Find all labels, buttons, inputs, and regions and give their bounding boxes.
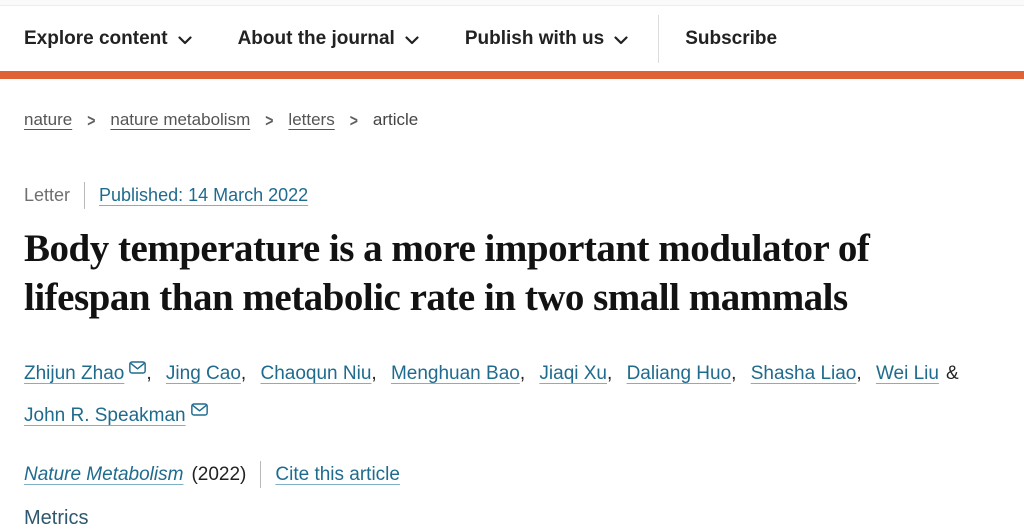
article-title-line1: Body temperature is a more important mod… bbox=[24, 227, 870, 270]
journal-navbar: Explore content About the journal Publis… bbox=[0, 6, 1024, 71]
author-separator: , bbox=[371, 363, 377, 384]
cite-this-article-link[interactable]: Cite this article bbox=[275, 463, 400, 485]
nav-publish-with-us[interactable]: Publish with us bbox=[465, 28, 628, 50]
chevron-down-icon bbox=[177, 35, 192, 45]
top-strip bbox=[0, 0, 1024, 6]
author-link[interactable]: Shasha Liao bbox=[750, 363, 857, 384]
breadcrumb-letters[interactable]: letters bbox=[288, 110, 335, 129]
breadcrumb-separator: > bbox=[349, 110, 358, 130]
author-list: Zhijun Zhao, Jing Cao, Chaoqun Niu, Meng… bbox=[24, 353, 1000, 437]
meta-divider bbox=[84, 182, 86, 209]
citation-line: Nature Metabolism (2022) Cite this artic… bbox=[24, 461, 1000, 488]
nav-subscribe-label: Subscribe bbox=[685, 27, 778, 49]
nav-explore-content-label: Explore content bbox=[24, 27, 168, 49]
author-separator: , bbox=[519, 363, 526, 384]
author-separator: , bbox=[240, 363, 247, 384]
nav-about-the-journal-label: About the journal bbox=[237, 27, 395, 49]
article-title: Body temperature is a more important mod… bbox=[24, 224, 1000, 322]
breadcrumb-article: article bbox=[372, 110, 419, 129]
metrics-link[interactable]: Metrics bbox=[24, 507, 89, 529]
author-link[interactable]: Wei Liu bbox=[875, 363, 939, 384]
nav-divider bbox=[658, 14, 660, 63]
author-link[interactable]: Jing Cao bbox=[165, 363, 241, 384]
author-link[interactable]: Daliang Huo bbox=[626, 363, 732, 384]
nav-subscribe[interactable]: Subscribe bbox=[685, 28, 777, 50]
article-meta-line: Letter Published: 14 March 2022 bbox=[24, 182, 1000, 209]
article-title-line2: lifespan than metabolic rate in two smal… bbox=[24, 276, 848, 319]
author-link[interactable]: John R. Speakman bbox=[24, 405, 186, 426]
email-icon[interactable] bbox=[190, 390, 208, 432]
author-link[interactable]: Menghuan Bao bbox=[390, 363, 520, 384]
article-header: nature > nature metabolism > letters > a… bbox=[0, 110, 1024, 530]
author-link[interactable]: Jiaqi Xu bbox=[539, 363, 608, 384]
breadcrumb-nature-metabolism[interactable]: nature metabolism bbox=[110, 110, 251, 129]
nav-about-the-journal[interactable]: About the journal bbox=[238, 28, 419, 50]
nav-explore-content[interactable]: Explore content bbox=[24, 28, 192, 50]
author-separator: , bbox=[731, 363, 737, 384]
author-link[interactable]: Zhijun Zhao bbox=[24, 363, 125, 384]
citation-divider bbox=[260, 461, 262, 488]
journal-link[interactable]: Nature Metabolism bbox=[24, 463, 184, 485]
author-separator: & bbox=[945, 363, 959, 384]
author-link[interactable]: Chaoqun Niu bbox=[260, 363, 372, 384]
breadcrumb-separator: > bbox=[265, 110, 274, 130]
nav-publish-with-us-label: Publish with us bbox=[464, 27, 605, 49]
author-separator: , bbox=[856, 363, 862, 384]
chevron-down-icon bbox=[614, 35, 628, 45]
citation-year: (2022) bbox=[191, 463, 247, 485]
breadcrumb: nature > nature metabolism > letters > a… bbox=[24, 110, 1000, 130]
chevron-down-icon bbox=[405, 35, 419, 45]
published-date-link[interactable]: Published: 14 March 2022 bbox=[99, 185, 309, 205]
author-separator: , bbox=[607, 363, 613, 384]
metrics-line: Metrics bbox=[24, 507, 1000, 530]
author-separator: , bbox=[146, 363, 152, 384]
email-icon[interactable] bbox=[129, 348, 147, 390]
journal-accent-bar bbox=[0, 71, 1024, 79]
breadcrumb-nature[interactable]: nature bbox=[24, 110, 73, 129]
breadcrumb-separator: > bbox=[87, 110, 96, 130]
article-type-label: Letter bbox=[24, 185, 71, 205]
